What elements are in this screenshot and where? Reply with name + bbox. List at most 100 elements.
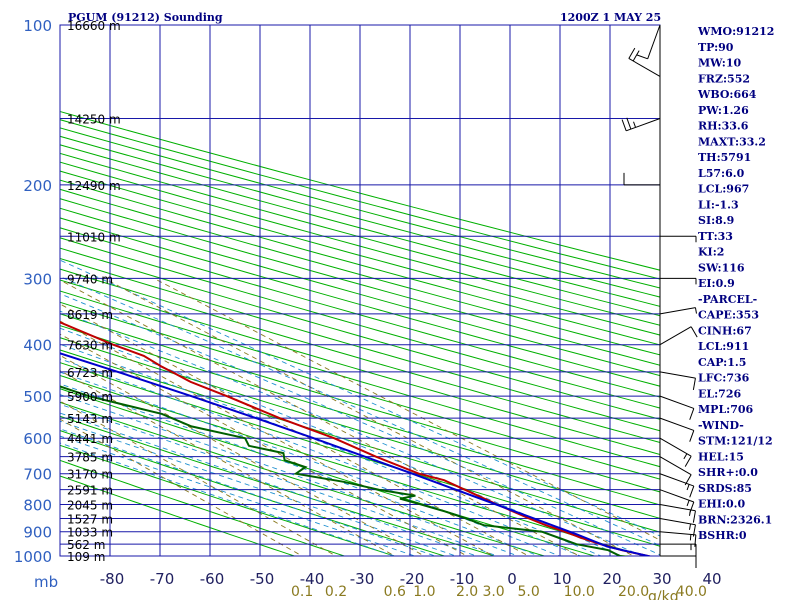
stability-indices-panel: WMO:91212 TP:90 MW:10 FRZ:552 WBO:664 PW:1.26… [697, 25, 774, 542]
mixing-ratio-line [103, 278, 635, 556]
wind-barb-flag [686, 484, 690, 491]
trace-parcel [60, 352, 652, 556]
wind-barb [628, 58, 661, 77]
temperature-tick-label: 30 [652, 570, 671, 588]
index-item: MPL:706 [698, 403, 754, 416]
height-label: 6723 m [67, 366, 113, 380]
index-item: STM:121/12 [698, 435, 773, 448]
dry-adiabat [60, 444, 396, 556]
wind-barb-flag [689, 408, 695, 420]
dry-adiabat [60, 415, 496, 556]
mixing-ratio-line [60, 279, 581, 556]
mixing-ratio-label: 10.0 [564, 584, 595, 600]
wind-barb-flag [692, 510, 696, 523]
height-label: 3170 m [67, 468, 113, 482]
dry-adiabat [60, 475, 296, 556]
index-item: TT:33 [698, 230, 733, 243]
moist-adiabat [60, 327, 623, 556]
temperature-tick-label: 10 [552, 570, 571, 588]
dry-adiabat [60, 135, 660, 298]
mixing-ratio-label: 0.6 [384, 584, 406, 600]
mixing-ratio-line [60, 303, 530, 556]
dry-adiabat [60, 349, 660, 533]
pressure-tick-label: 500 [23, 388, 52, 406]
wind-barb [659, 417, 694, 431]
index-item: TH:5791 [698, 151, 751, 164]
pressure-tick-label: 600 [23, 430, 52, 448]
wind-barb-flag [628, 47, 636, 59]
dry-adiabat [60, 161, 660, 326]
height-label: 562 m [67, 538, 105, 552]
wind-barb [659, 489, 694, 503]
wind-barb [659, 437, 692, 457]
height-label: 12490 m [67, 179, 121, 193]
index-item: LFC:736 [698, 372, 750, 385]
index-item: MW:10 [698, 57, 741, 70]
dry-adiabat [60, 179, 660, 346]
wind-barb-flag [689, 430, 695, 442]
index-item: BSHR:0 [698, 529, 747, 542]
temperature-tick-label: -80 [100, 570, 125, 588]
wind-barb [659, 395, 694, 409]
index-item: CAPE:353 [698, 309, 759, 322]
pressure-unit-label: mb [34, 573, 58, 591]
temperature-tick-label: -60 [200, 570, 225, 588]
mixing-ratio-line [60, 333, 469, 556]
trace-temperature [60, 321, 652, 556]
wind-barb-flag [692, 378, 696, 391]
sounding-traces [60, 321, 652, 556]
wind-barb [659, 307, 696, 315]
index-item: EI:0.9 [698, 277, 735, 290]
index-item: SHR+:0.0 [698, 466, 758, 479]
wind-barb-flag [694, 307, 697, 314]
dry-adiabat [60, 152, 660, 317]
trace-dewpoint [60, 385, 629, 556]
wind-barb-flag [683, 453, 688, 460]
dry-adiabat [60, 374, 647, 556]
height-label: 7630 m [67, 339, 113, 353]
dry-adiabat [60, 290, 660, 468]
pressure-tick-label: 200 [23, 177, 52, 195]
height-label: 109 m [67, 550, 105, 564]
moist-adiabat [60, 403, 499, 556]
wind-barb-flag [688, 523, 692, 530]
wind-barb-column [621, 24, 698, 568]
wind-barb [659, 456, 692, 476]
mixing-ratio-label: 3.0 [482, 584, 504, 600]
wind-barb-flag [621, 119, 627, 131]
mixing-ratio-label: 40.0 [676, 584, 707, 600]
index-item: KI:2 [698, 246, 724, 259]
wind-barb [659, 518, 696, 526]
wind-barb [659, 326, 692, 346]
index-item: -PARCEL- [698, 293, 757, 306]
wind-barb [647, 24, 661, 59]
index-item: BRN:2326.1 [698, 513, 772, 526]
moist-adiabat [60, 420, 457, 556]
pressure-tick-label: 700 [23, 466, 52, 484]
temperature-tick-label: 20 [602, 570, 621, 588]
moist-adiabat [60, 412, 478, 556]
index-item: PW:1.26 [698, 104, 749, 117]
mixing-ratio-line [60, 370, 396, 556]
height-label: 5143 m [67, 412, 113, 426]
index-item: -WIND- [698, 419, 744, 432]
wind-barb-flag [690, 326, 698, 338]
mixing-ratio-label: 20.0 [618, 584, 649, 600]
height-label: 1033 m [67, 526, 113, 540]
dry-adiabat [60, 388, 597, 556]
mixing-ratio-unit-label: g/kg [648, 589, 679, 600]
moist-adiabat [60, 259, 660, 537]
dry-adiabat [60, 337, 660, 519]
wind-barb-flag [686, 500, 690, 507]
mixing-ratio-line [60, 400, 338, 556]
index-item: WMO:91212 [697, 25, 774, 38]
dry-adiabat [60, 111, 660, 271]
index-item: TP:90 [698, 41, 734, 54]
wind-barb [659, 371, 696, 379]
wind-barb-flag [636, 54, 648, 60]
wind-barb-flag [633, 121, 637, 128]
pressure-tick-label: 800 [23, 497, 52, 515]
moist-adiabat [60, 394, 520, 556]
index-item: WBO:664 [697, 88, 757, 101]
